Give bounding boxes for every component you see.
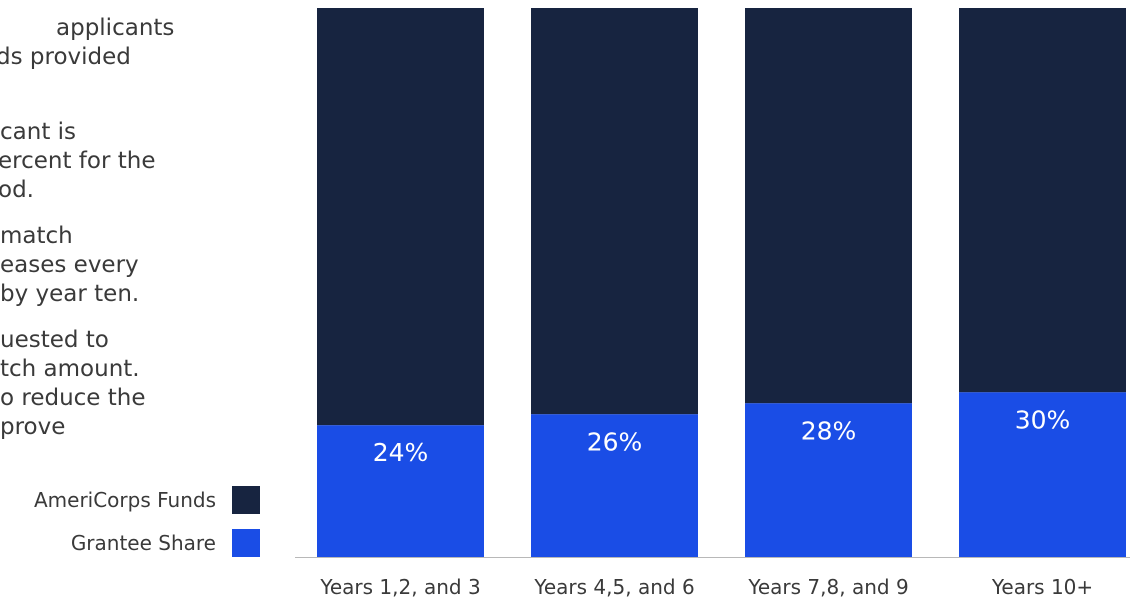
- bar-data-label: 26%: [587, 427, 643, 456]
- bar-data-label: 30%: [1015, 405, 1071, 434]
- body-text-line: o reduce the: [0, 385, 146, 411]
- x-tick-label: Years 10+: [991, 575, 1093, 598]
- bar-data-label: 24%: [373, 438, 429, 467]
- body-text-line: prove: [0, 414, 66, 440]
- legend-label: AmeriCorps Funds: [33, 488, 216, 512]
- body-text-line: by year ten.: [0, 281, 140, 307]
- body-text-line: applicants: [56, 15, 175, 41]
- body-text-line: tch amount.: [0, 356, 140, 382]
- x-tick-label: Years 1,2, and 3: [319, 575, 480, 598]
- legend-swatch-americorps-funds: [232, 486, 260, 514]
- bar-americorps-funds: [959, 8, 1126, 393]
- legend-item-americorps-funds: AmeriCorps Funds: [34, 486, 260, 514]
- legend-item-grantee-share: Grantee Share: [71, 529, 260, 557]
- legend-swatch-grantee-share: [232, 529, 260, 557]
- bar-americorps-funds: [745, 8, 912, 404]
- bar-grantee-share: [317, 425, 484, 557]
- bar-americorps-funds: [317, 8, 484, 426]
- bar-grantee-share: [745, 403, 912, 557]
- legend-label: Grantee Share: [70, 531, 216, 555]
- x-tick-label: Years 4,5, and 6: [533, 575, 694, 598]
- chart-legend: AmeriCorps Funds Grantee Share: [0, 484, 270, 564]
- bar-data-label: 28%: [801, 416, 857, 445]
- bar-americorps-funds: [531, 8, 698, 415]
- body-text-line: od.: [0, 177, 34, 203]
- bar-grantee-share: [531, 414, 698, 557]
- body-text-line: eases every: [0, 252, 139, 278]
- body-text-line: cant is: [0, 119, 77, 145]
- body-text-line: uested to: [0, 327, 109, 353]
- slide-body-text: applicants ds provided cant is ercent fo…: [0, 0, 300, 460]
- body-text-line: ds provided: [0, 44, 131, 70]
- body-text-line: ercent for the: [0, 148, 156, 174]
- bar-grantee-share: [959, 392, 1126, 557]
- body-text-line: match: [0, 223, 73, 249]
- x-tick-label: Years 7,8, and 9: [747, 575, 908, 598]
- stacked-bar-chart: 24% Years 1,2, and 3 26% Years 4,5, and 6 28…: [295, 8, 1130, 598]
